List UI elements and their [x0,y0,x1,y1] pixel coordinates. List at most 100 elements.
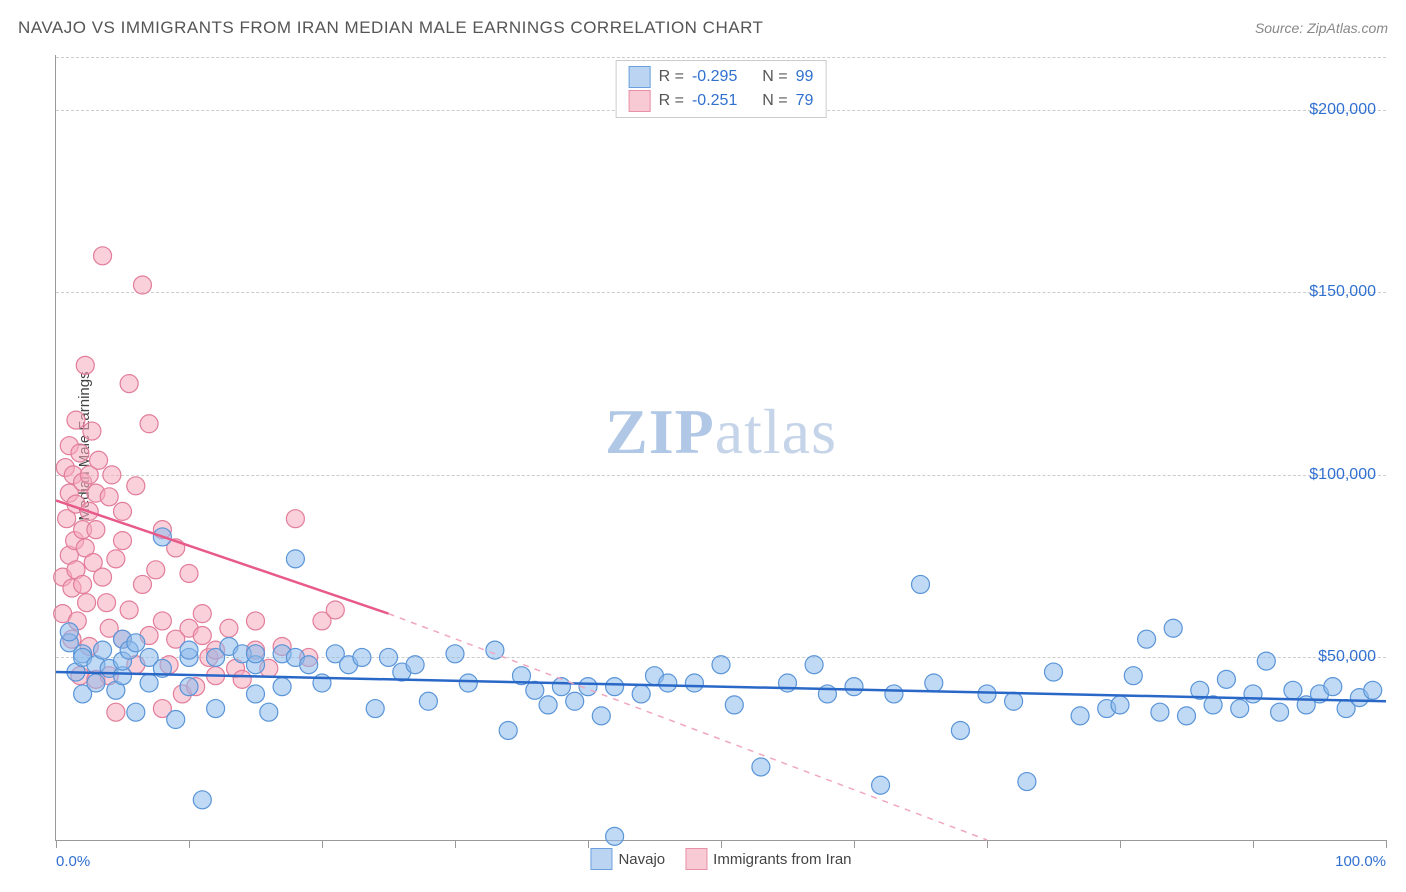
scatter-point [193,605,211,623]
scatter-point [1271,703,1289,721]
scatter-point [925,674,943,692]
r-value: -0.251 [692,89,737,113]
scatter-point [499,721,517,739]
scatter-point [951,721,969,739]
n-value: 79 [796,89,814,113]
scatter-point [539,696,557,714]
x-tick-label-max: 100.0% [1335,853,1386,870]
r-label: R = [659,65,684,89]
correlation-legend: R = -0.295 N = 99 R = -0.251 N = 79 [616,60,827,118]
scatter-point [885,685,903,703]
plot-area: ZIPatlas $50,000$100,000$150,000$200,000… [55,55,1386,841]
scatter-point [71,444,89,462]
scatter-point [1005,692,1023,710]
scatter-point [220,619,238,637]
legend-item-iran: Immigrants from Iran [685,848,851,870]
scatter-point [845,678,863,696]
scatter-svg [56,55,1386,840]
source-text: Source: ZipAtlas.com [1255,20,1388,36]
scatter-point [233,670,251,688]
legend-label-iran: Immigrants from Iran [713,851,851,868]
swatch-pink-icon [685,848,707,870]
scatter-point [193,791,211,809]
scatter-point [659,674,677,692]
r-label: R = [659,89,684,113]
scatter-point [685,674,703,692]
scatter-point [805,656,823,674]
scatter-point [1138,630,1156,648]
scatter-point [286,510,304,528]
scatter-point [1324,678,1342,696]
scatter-point [140,415,158,433]
scatter-point [180,678,198,696]
scatter-point [103,466,121,484]
scatter-point [725,696,743,714]
scatter-point [133,575,151,593]
scatter-point [1257,652,1275,670]
scatter-point [326,601,344,619]
swatch-pink-icon [629,90,651,112]
scatter-point [247,685,265,703]
scatter-point [100,488,118,506]
scatter-point [133,276,151,294]
chart-header: NAVAJO VS IMMIGRANTS FROM IRAN MEDIAN MA… [18,18,1388,38]
scatter-point [1111,696,1129,714]
scatter-point [180,641,198,659]
scatter-point [60,623,78,641]
scatter-point [180,564,198,582]
scatter-point [1045,663,1063,681]
scatter-point [300,656,318,674]
scatter-point [606,678,624,696]
scatter-point [1124,667,1142,685]
corr-row-iran: R = -0.251 N = 79 [629,89,814,113]
scatter-point [167,711,185,729]
scatter-point [247,612,265,630]
scatter-point [912,575,930,593]
scatter-point [87,521,105,539]
scatter-point [446,645,464,663]
scatter-point [1018,773,1036,791]
scatter-point [107,703,125,721]
scatter-point [67,411,85,429]
scatter-point [872,776,890,794]
scatter-point [273,678,291,696]
scatter-point [114,502,132,520]
scatter-point [127,634,145,652]
series-legend: Navajo Immigrants from Iran [590,848,851,870]
scatter-point [366,700,384,718]
scatter-point [526,681,544,699]
scatter-point [353,648,371,666]
scatter-point [98,594,116,612]
scatter-point [459,674,477,692]
scatter-point [94,247,112,265]
scatter-point [606,827,624,845]
r-value: -0.295 [692,65,737,89]
scatter-point [1178,707,1196,725]
scatter-point [1164,619,1182,637]
scatter-point [114,532,132,550]
scatter-point [592,707,610,725]
scatter-point [147,561,165,579]
scatter-point [752,758,770,776]
scatter-point [419,692,437,710]
scatter-point [74,575,92,593]
legend-item-navajo: Navajo [590,848,665,870]
scatter-point [1217,670,1235,688]
scatter-point [153,612,171,630]
scatter-point [78,594,96,612]
chart-title: NAVAJO VS IMMIGRANTS FROM IRAN MEDIAN MA… [18,18,763,38]
scatter-point [632,685,650,703]
scatter-point [712,656,730,674]
n-value: 99 [796,65,814,89]
scatter-point [1151,703,1169,721]
scatter-point [260,703,278,721]
scatter-point [94,641,112,659]
scatter-point [406,656,424,674]
scatter-point [76,356,94,374]
scatter-point [1284,681,1302,699]
scatter-point [120,375,138,393]
scatter-point [286,550,304,568]
swatch-blue-icon [629,66,651,88]
scatter-point [1231,700,1249,718]
scatter-point [1244,685,1262,703]
